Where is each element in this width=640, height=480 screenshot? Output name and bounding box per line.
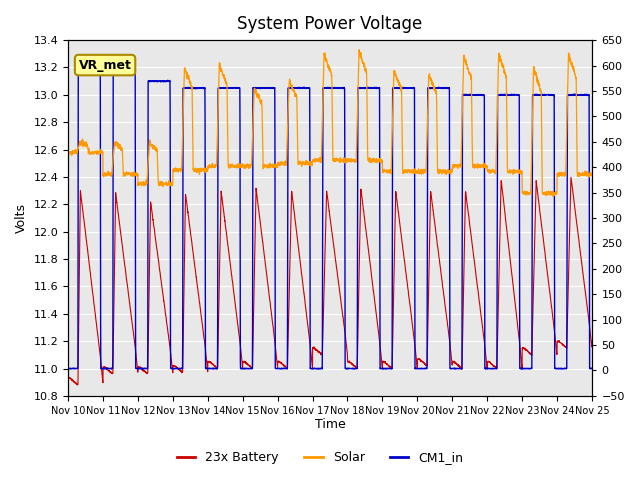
X-axis label: Time: Time [315, 419, 346, 432]
Y-axis label: Volts: Volts [15, 203, 28, 233]
Title: System Power Voltage: System Power Voltage [237, 15, 422, 33]
Legend: 23x Battery, Solar, CM1_in: 23x Battery, Solar, CM1_in [172, 446, 468, 469]
Text: VR_met: VR_met [79, 59, 131, 72]
